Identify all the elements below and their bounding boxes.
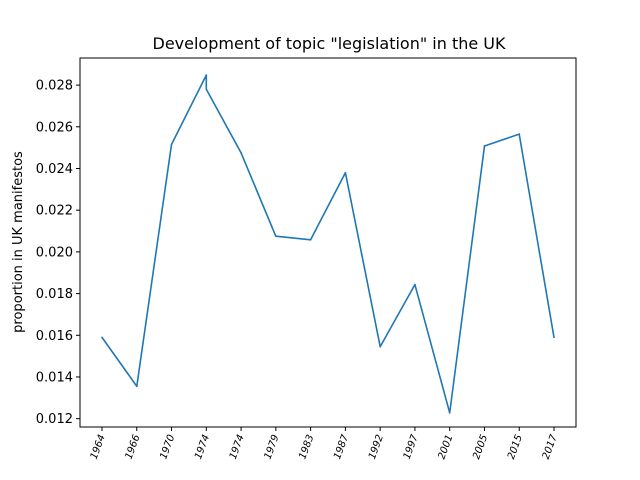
data-point <box>483 145 486 147</box>
y-tick-label: 0.022 <box>36 204 73 219</box>
data-point <box>135 385 138 388</box>
y-axis: 0.012 0.014 0.016 0.018 0.020 0.022 0.024 0.026… <box>36 79 80 427</box>
plot-area <box>79 57 577 428</box>
y-tick-label: 0.024 <box>36 162 73 177</box>
x-tick-label: 2001 <box>436 433 455 461</box>
data-point <box>414 283 416 286</box>
y-tick-label: 0.018 <box>36 287 73 302</box>
x-tick-label: 1970 <box>158 433 177 461</box>
x-tick-label: 2005 <box>471 433 490 461</box>
chart-title: Development of topic "legislation" in th… <box>153 34 507 53</box>
data-point <box>309 238 312 241</box>
x-tick-label: 1964 <box>89 433 108 461</box>
series-line <box>101 74 555 414</box>
x-tick-label: 1983 <box>297 433 316 461</box>
y-axis-label: proportion in UK manifestos <box>11 151 26 333</box>
x-tick-label: 1979 <box>263 433 282 461</box>
x-tick-label: 1966 <box>124 433 143 461</box>
x-tick-label: 1987 <box>332 433 351 461</box>
x-axis: 1964 1966 1970 1974 1974 1979 1983 1987 1992 1997… <box>89 427 560 461</box>
y-tick-label: 0.014 <box>36 370 73 385</box>
x-tick-label: 1974 <box>193 433 212 461</box>
x-tick-label: 2017 <box>541 433 560 461</box>
y-tick-label: 0.020 <box>36 245 73 260</box>
x-tick-label: 2015 <box>506 433 525 461</box>
data-point <box>170 143 173 146</box>
data-point <box>101 336 103 339</box>
x-tick-label: 1997 <box>402 433 421 461</box>
data-point <box>275 235 277 238</box>
data-point <box>240 152 242 154</box>
data-point <box>518 133 521 135</box>
data-point <box>344 171 347 174</box>
x-tick-label: 1992 <box>367 433 386 461</box>
data-point <box>205 74 208 76</box>
y-tick-label: 0.016 <box>36 329 73 344</box>
y-tick-label: 0.028 <box>36 79 73 94</box>
data-point <box>553 336 555 339</box>
data-point <box>448 412 451 414</box>
series-group <box>101 74 555 414</box>
y-tick-label: 0.012 <box>36 412 73 427</box>
data-point <box>379 345 381 348</box>
x-tick-label: 1974 <box>228 433 247 461</box>
data-point <box>205 88 208 91</box>
y-tick-label: 0.026 <box>36 120 73 135</box>
